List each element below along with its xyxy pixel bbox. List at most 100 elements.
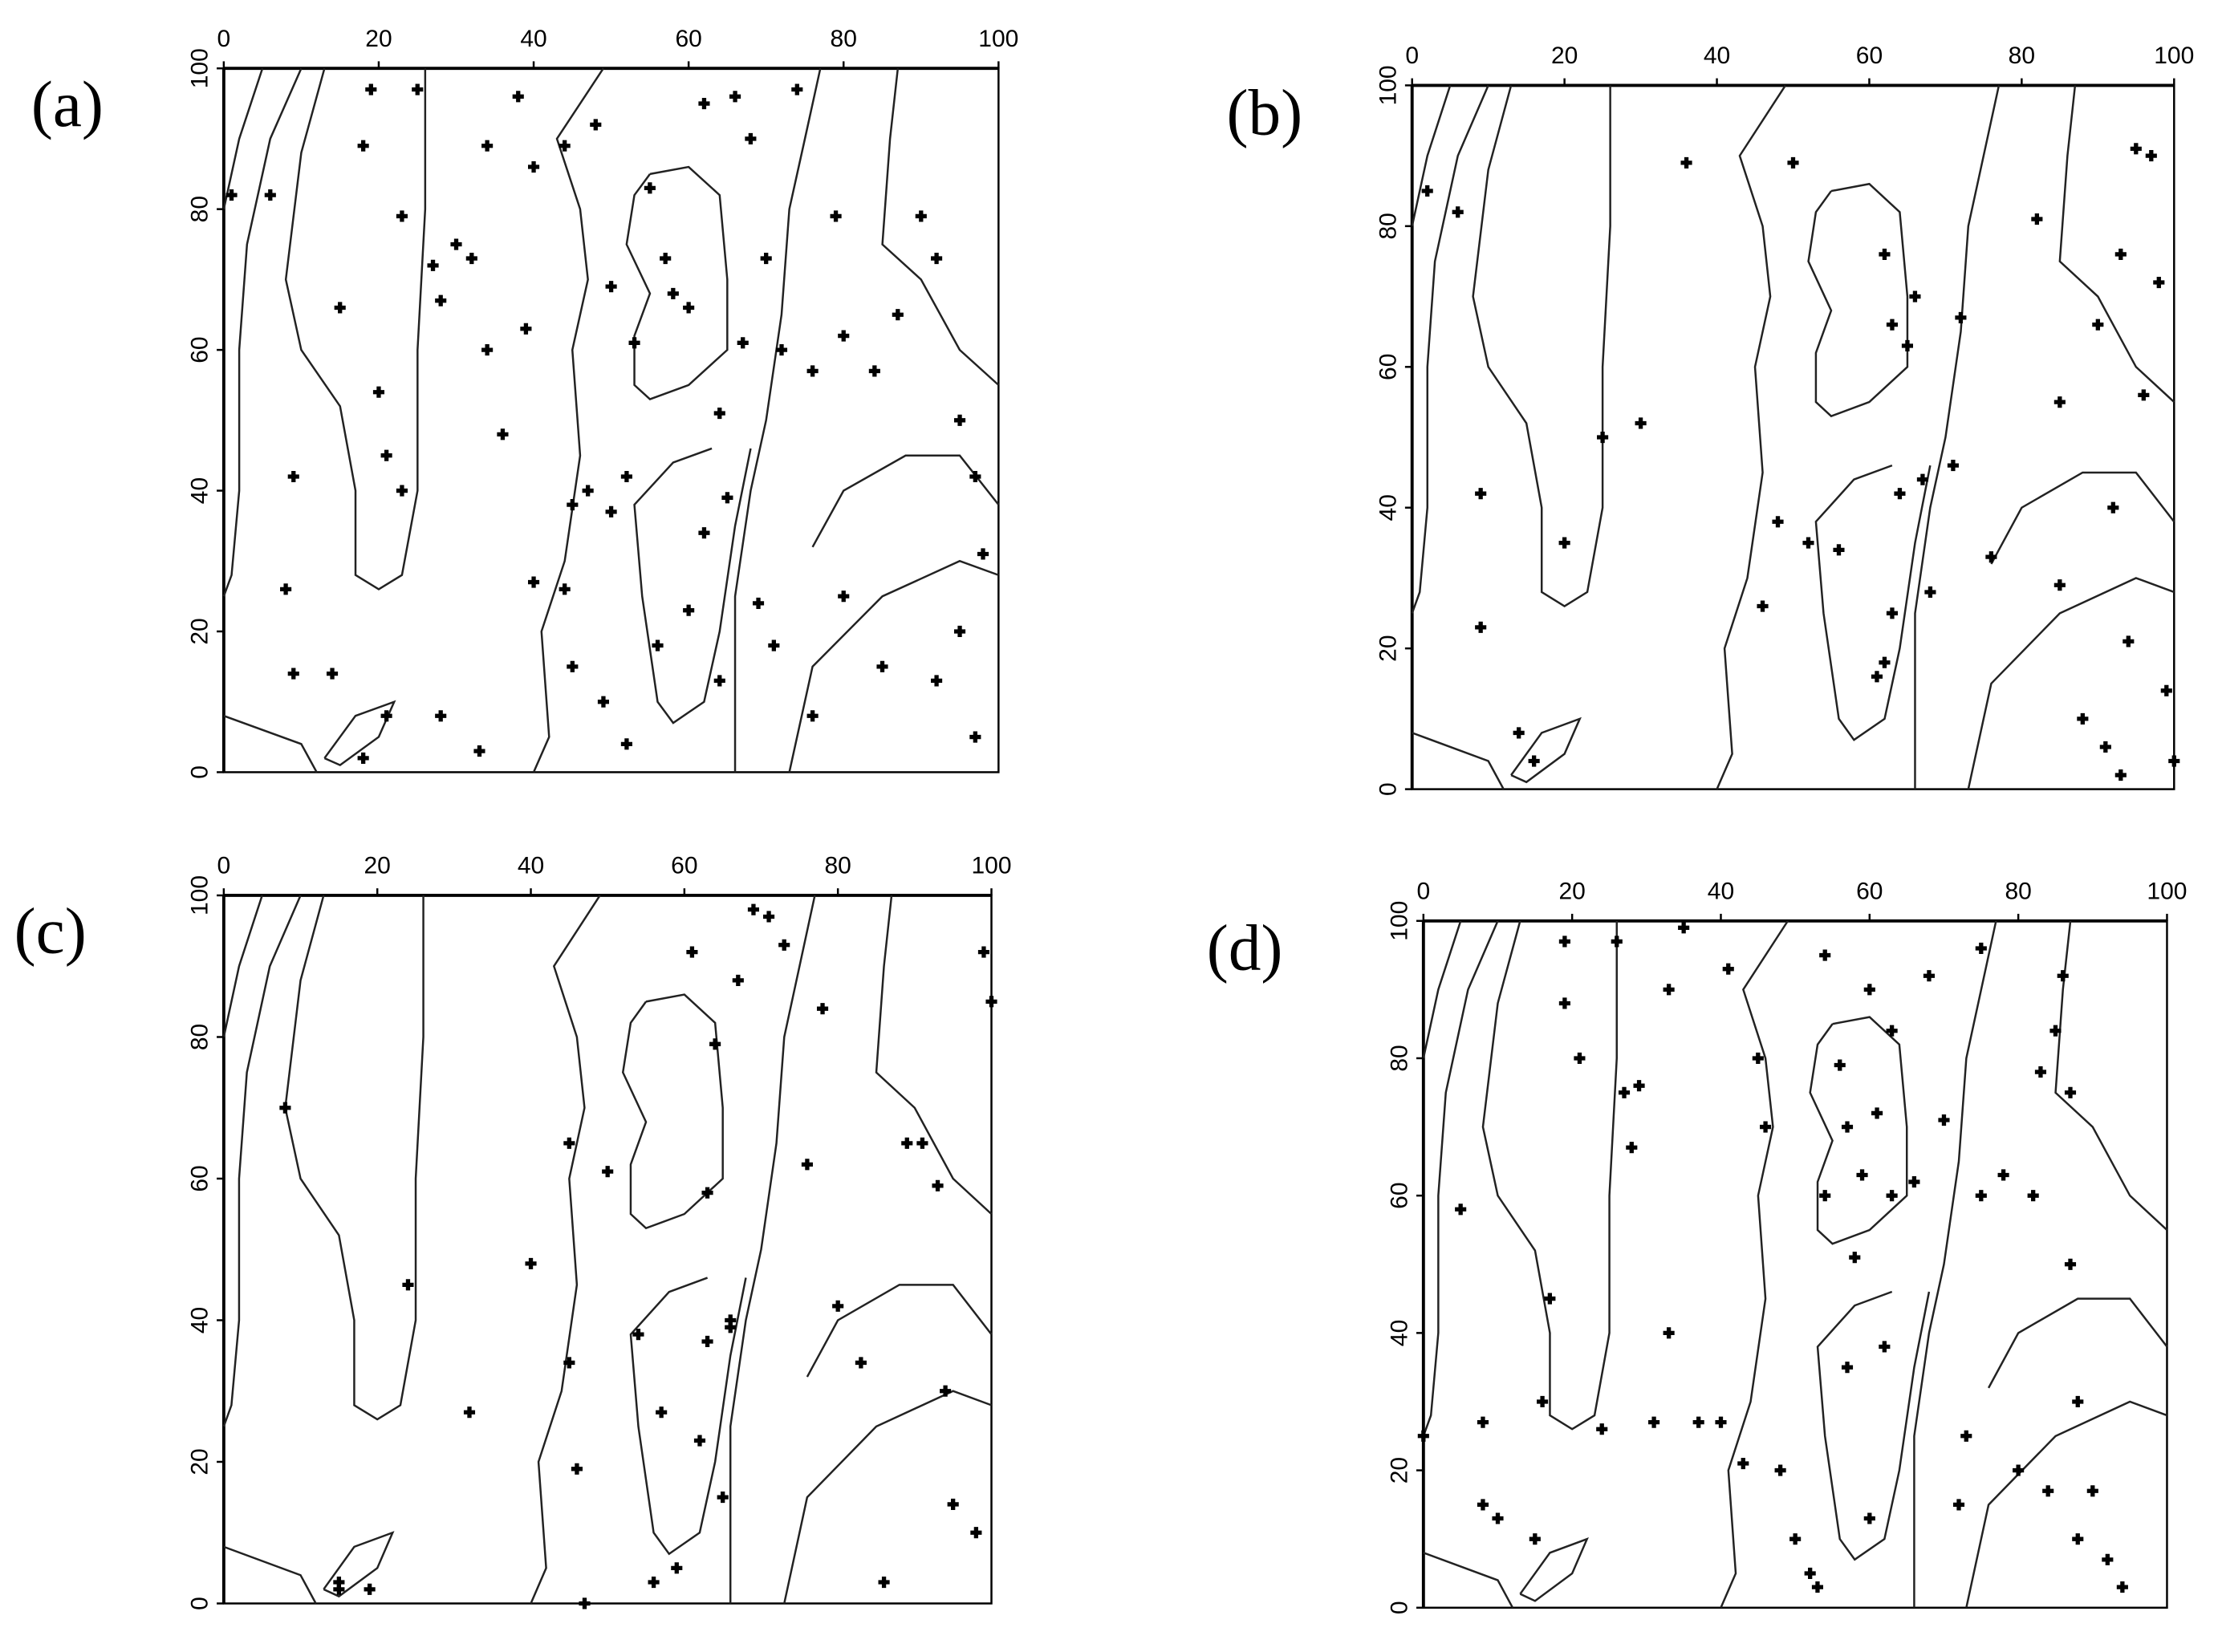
data-point bbox=[334, 302, 346, 314]
data-point bbox=[1985, 551, 1997, 563]
data-point bbox=[2072, 1395, 2084, 1408]
data-point bbox=[806, 710, 819, 722]
data-point bbox=[628, 337, 640, 349]
data-point bbox=[2107, 501, 2119, 513]
data-point bbox=[1537, 1395, 1549, 1408]
data-point bbox=[1834, 1059, 1846, 1071]
data-point bbox=[2116, 1581, 2128, 1593]
data-point bbox=[760, 253, 772, 265]
data-point bbox=[1841, 1121, 1854, 1133]
y-tick-label: 100 bbox=[187, 48, 213, 88]
x-tick-label: 60 bbox=[1856, 878, 1883, 904]
data-point bbox=[357, 752, 369, 764]
data-point bbox=[280, 583, 292, 595]
y-tick-label: 60 bbox=[1387, 1182, 1413, 1208]
data-point bbox=[1597, 431, 1609, 444]
x-tick-label: 0 bbox=[1416, 878, 1430, 904]
y-tick-label: 40 bbox=[187, 1307, 213, 1333]
contour-line bbox=[1510, 716, 1582, 784]
data-point bbox=[838, 591, 850, 603]
y-tick-label: 40 bbox=[187, 477, 213, 504]
data-point bbox=[481, 140, 494, 152]
data-point bbox=[465, 253, 477, 265]
y-tick-label: 20 bbox=[1375, 635, 1401, 661]
contour-line bbox=[532, 67, 604, 773]
data-point bbox=[947, 1498, 959, 1510]
data-point bbox=[605, 505, 617, 518]
contour-line bbox=[811, 454, 1000, 548]
data-point bbox=[721, 492, 733, 504]
data-point bbox=[747, 903, 760, 915]
contour-line bbox=[621, 993, 724, 1230]
data-point bbox=[713, 675, 725, 687]
data-point bbox=[326, 668, 339, 680]
data-point bbox=[916, 1137, 928, 1149]
data-point bbox=[931, 675, 943, 687]
x-tick-label: 80 bbox=[2009, 43, 2035, 69]
y-tick-label: 40 bbox=[1375, 494, 1401, 521]
data-point bbox=[953, 414, 966, 426]
data-point bbox=[932, 1179, 944, 1191]
data-point bbox=[264, 189, 276, 201]
data-point bbox=[1417, 1430, 1429, 1442]
y-tick-label: 60 bbox=[187, 1165, 213, 1191]
data-point bbox=[1871, 1107, 1883, 1119]
x-tick-label: 0 bbox=[217, 853, 231, 879]
data-point bbox=[832, 1300, 844, 1312]
data-point bbox=[915, 210, 927, 222]
contour-line bbox=[788, 559, 999, 773]
contour-line bbox=[1913, 920, 1997, 1608]
y-tick-label: 80 bbox=[187, 196, 213, 222]
y-tick-label: 100 bbox=[1375, 65, 1401, 105]
data-point bbox=[648, 1576, 660, 1589]
data-point bbox=[1863, 984, 1875, 996]
data-point bbox=[745, 132, 757, 145]
y-tick-label: 20 bbox=[187, 1448, 213, 1475]
data-point bbox=[940, 1385, 952, 1397]
data-point bbox=[1558, 997, 1570, 1009]
contour-line bbox=[1472, 85, 1611, 608]
y-tick-label: 80 bbox=[1375, 213, 1401, 239]
data-point bbox=[977, 548, 989, 560]
contour-line bbox=[1481, 920, 1618, 1431]
x-tick-label: 100 bbox=[2154, 43, 2194, 69]
plot-frame bbox=[1411, 84, 2175, 790]
data-point bbox=[1879, 248, 1891, 260]
contour-line bbox=[1411, 85, 1452, 227]
contour-line bbox=[1987, 1297, 2168, 1389]
data-point bbox=[1618, 1086, 1631, 1098]
data-point bbox=[1772, 516, 1784, 528]
data-point bbox=[1477, 1416, 1489, 1428]
data-point bbox=[1611, 936, 1623, 948]
panel-label: (b) bbox=[1226, 76, 1302, 148]
data-point bbox=[868, 365, 880, 377]
data-point bbox=[2114, 248, 2127, 260]
data-point bbox=[1663, 1327, 1675, 1339]
data-point bbox=[701, 1335, 713, 1348]
data-point bbox=[1529, 1533, 1541, 1545]
data-point bbox=[2027, 1190, 2039, 1202]
data-point bbox=[1789, 1533, 1802, 1545]
data-point bbox=[1787, 156, 1799, 168]
data-point bbox=[806, 365, 819, 377]
data-point bbox=[1916, 473, 1928, 485]
plot-frame bbox=[222, 894, 993, 1605]
data-point bbox=[1475, 621, 1487, 633]
contour-line bbox=[1807, 182, 1909, 418]
data-point bbox=[435, 294, 447, 306]
data-point bbox=[481, 344, 494, 356]
contour-line bbox=[323, 700, 396, 767]
data-point bbox=[686, 946, 698, 958]
data-point bbox=[1455, 1203, 1467, 1216]
contour-line bbox=[629, 1277, 747, 1556]
contour-line bbox=[222, 895, 263, 1037]
data-point bbox=[1908, 1175, 1920, 1188]
data-point bbox=[1901, 339, 1913, 352]
y-tick-label: 0 bbox=[187, 1597, 213, 1610]
data-point bbox=[1886, 1190, 1898, 1202]
data-point bbox=[2064, 1258, 2077, 1270]
data-point bbox=[953, 625, 966, 638]
data-point bbox=[969, 731, 981, 743]
